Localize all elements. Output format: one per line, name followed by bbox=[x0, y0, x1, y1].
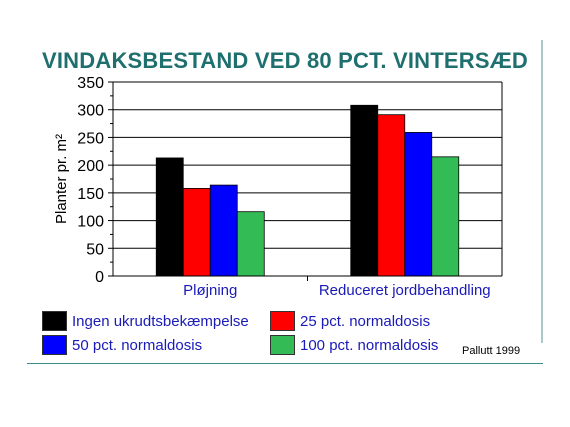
bar bbox=[155, 157, 184, 277]
y-tick-label: 200 bbox=[77, 158, 104, 175]
chart-title: VINDAKSBESTAND VED 80 PCT. VINTERSÆD bbox=[42, 48, 528, 73]
bar bbox=[431, 156, 460, 277]
legend-swatch-green bbox=[270, 335, 295, 355]
x-category-label: Reduceret jordbehandling bbox=[319, 282, 491, 299]
legend-label: 50 pct. normaldosis bbox=[72, 336, 203, 354]
bar bbox=[182, 188, 211, 277]
y-tick-label: 100 bbox=[77, 214, 104, 231]
legend-item-ingen: Ingen ukrudtsbekæmpelse bbox=[42, 311, 249, 331]
y-axis-label: Planter pr. m² bbox=[53, 134, 70, 224]
legend-swatch-black bbox=[42, 311, 67, 331]
axes bbox=[108, 81, 503, 281]
legend-label: 100 pct. normaldosis bbox=[300, 336, 439, 354]
legend-item-100pct: 100 pct. normaldosis bbox=[270, 335, 438, 355]
y-tick-label: 250 bbox=[77, 130, 104, 147]
bar bbox=[350, 104, 379, 277]
bar bbox=[377, 114, 406, 277]
legend-swatch-blue bbox=[42, 335, 67, 355]
legend-swatch-red bbox=[270, 311, 295, 331]
bars bbox=[155, 104, 460, 277]
bar bbox=[236, 211, 265, 277]
bottom-divider-line bbox=[27, 363, 543, 364]
y-tick-label: 50 bbox=[86, 241, 104, 258]
x-category-label: Pløjning bbox=[183, 282, 237, 299]
bar bbox=[209, 184, 238, 277]
y-tick-label: 0 bbox=[95, 269, 104, 286]
legend-item-50pct: 50 pct. normaldosis bbox=[42, 335, 202, 355]
legend-label: Ingen ukrudtsbekæmpelse bbox=[72, 312, 249, 330]
y-tick-label: 300 bbox=[77, 103, 104, 120]
source-citation: Pallutt 1999 bbox=[462, 345, 521, 357]
bar bbox=[404, 132, 433, 277]
y-tick-label: 150 bbox=[77, 186, 104, 203]
y-tick-label: 350 bbox=[77, 75, 104, 92]
right-divider-line bbox=[541, 40, 543, 343]
legend-item-25pct: 25 pct. normaldosis bbox=[270, 311, 430, 331]
legend-label: 25 pct. normaldosis bbox=[300, 312, 431, 330]
y-tick-labels: 0 50 100 150 200 250 300 350 bbox=[77, 75, 104, 286]
x-category-labels: Pløjning Reduceret jordbehandling bbox=[183, 282, 491, 299]
